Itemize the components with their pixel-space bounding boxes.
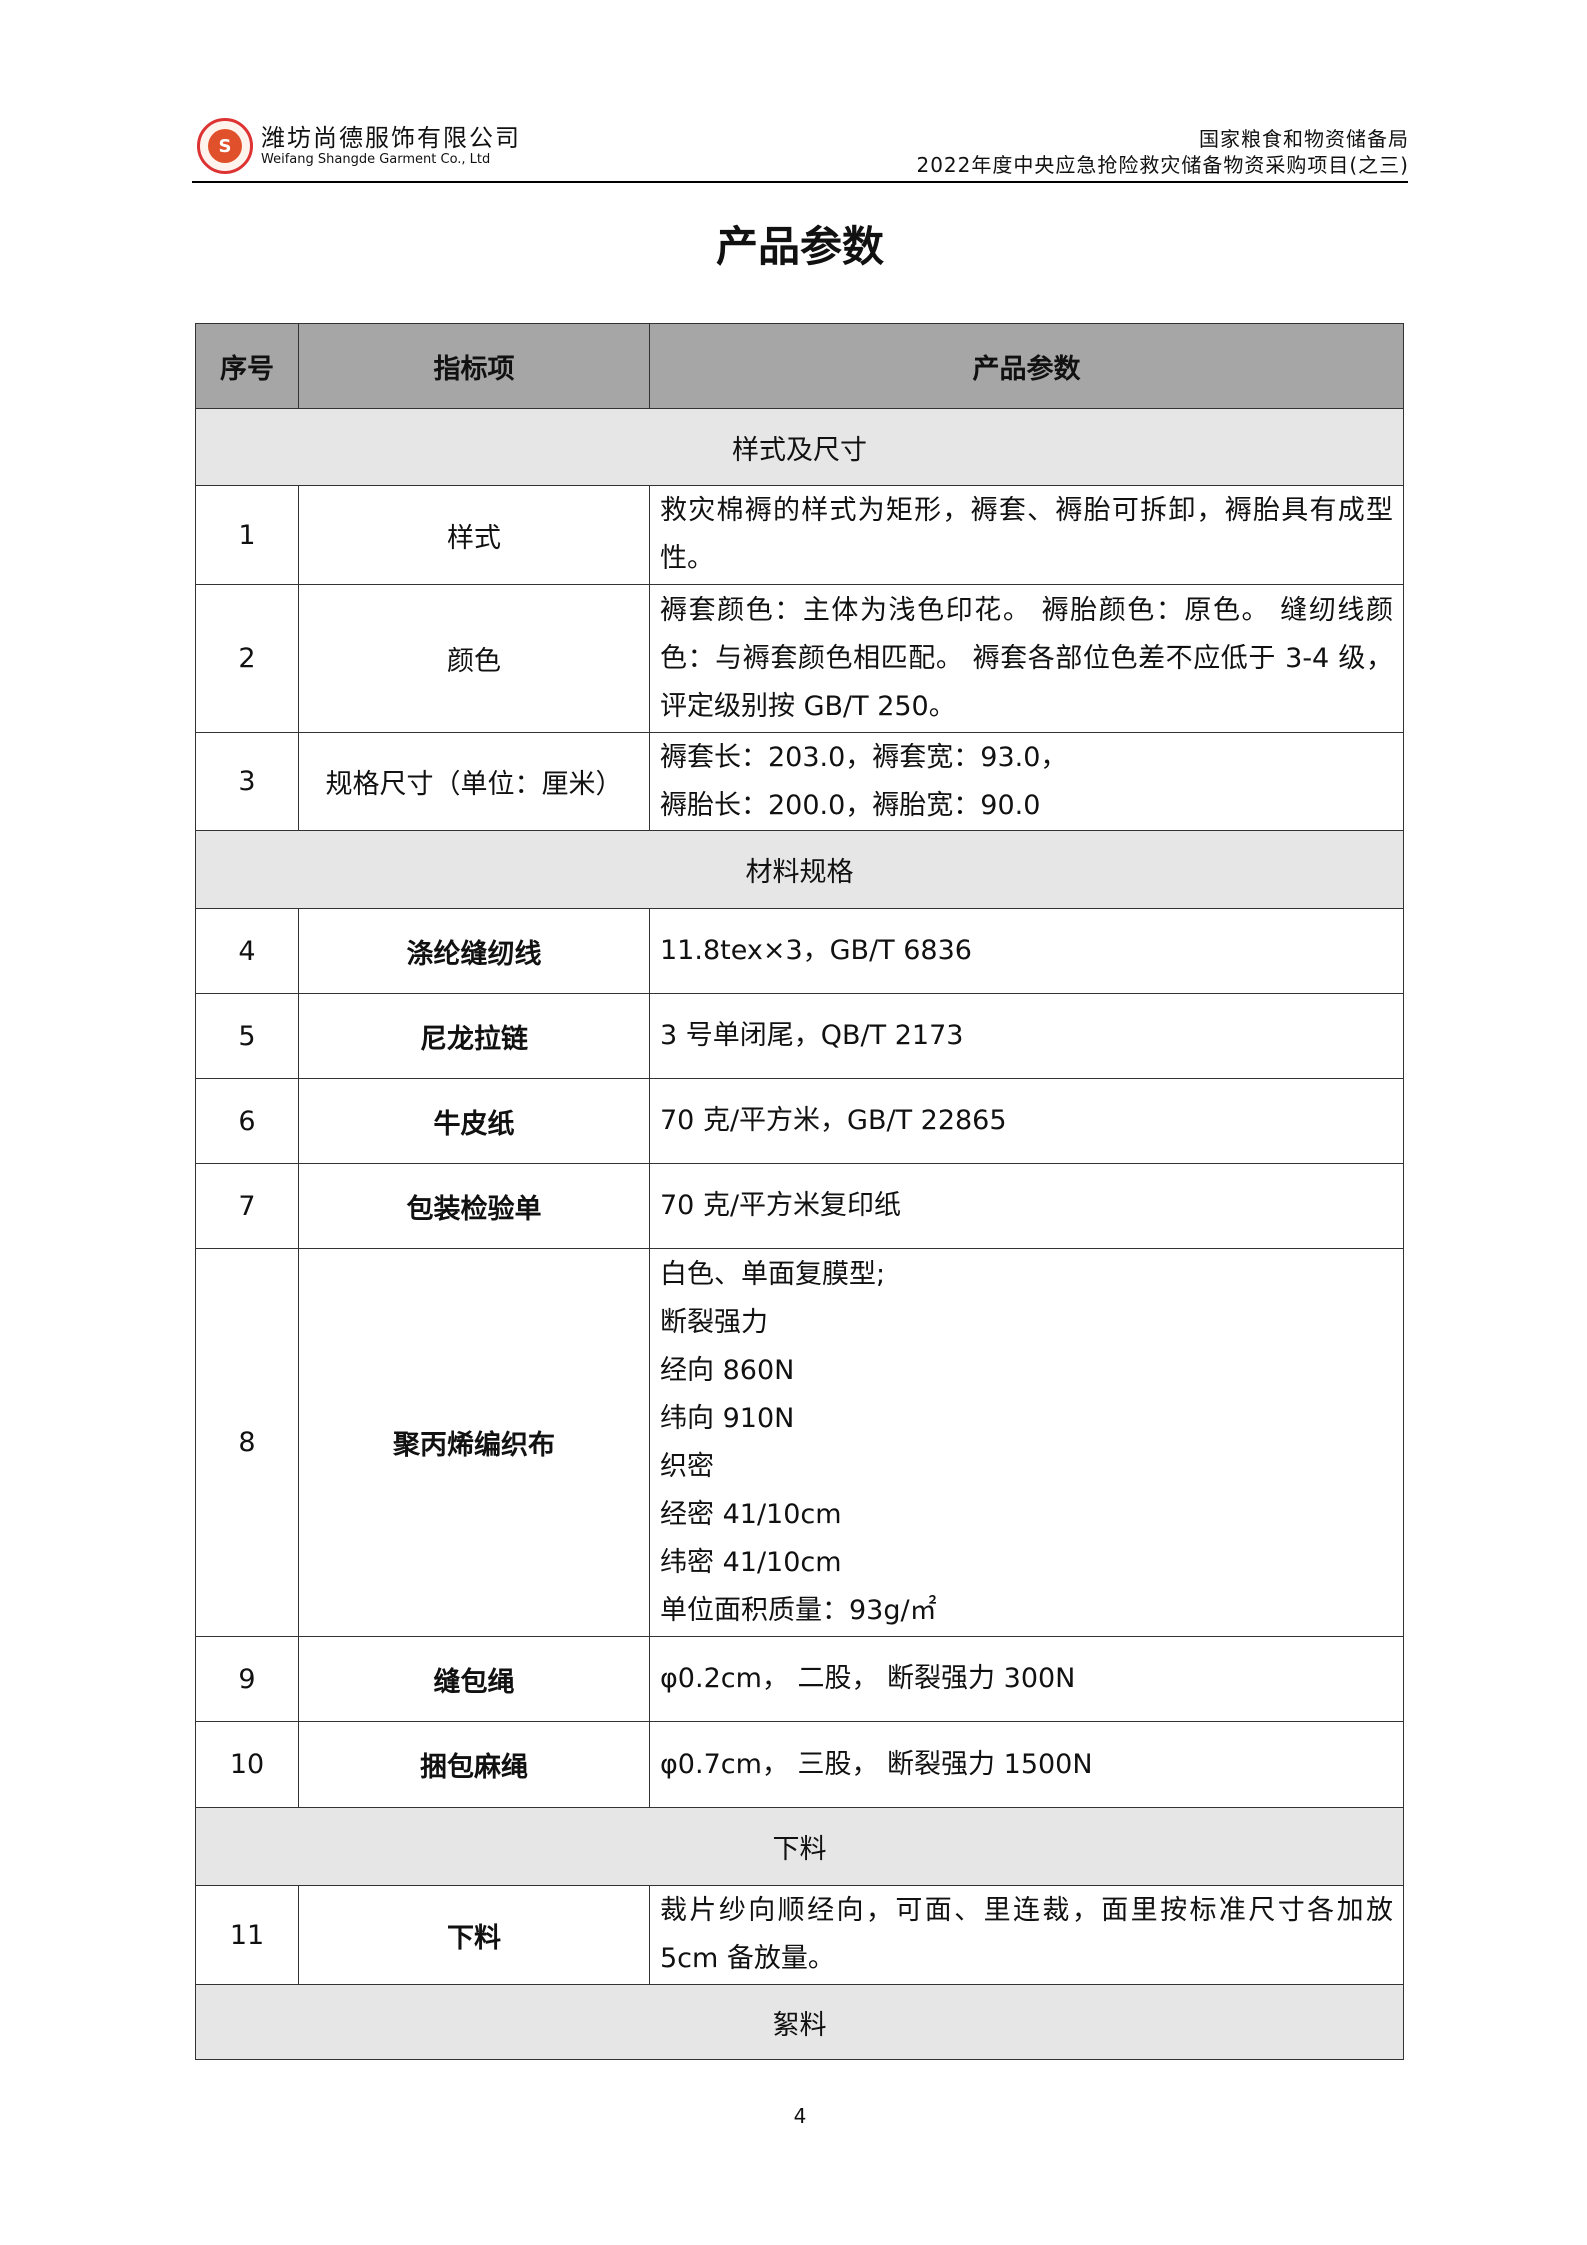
parameter-value: φ0.2cm， 二股， 断裂强力 300N — [649, 1636, 1404, 1722]
indicator-item: 样式 — [298, 485, 650, 585]
indicator-item: 牛皮纸 — [298, 1078, 650, 1164]
page-number: 4 — [793, 2104, 807, 2128]
parameter-line: 褥胎长：200.0，褥胎宽：90.0 — [660, 789, 1041, 821]
row-number: 9 — [195, 1636, 299, 1722]
parameter-value: φ0.7cm， 三股， 断裂强力 1500N — [649, 1721, 1404, 1808]
row-number: 4 — [195, 908, 299, 994]
parameter-value: 70 克/平方米，GB/T 22865 — [649, 1078, 1404, 1164]
parameter-line: 纬向 910N — [660, 1402, 795, 1434]
parameter-line: 11.8tex×3，GB/T 6836 — [660, 935, 972, 966]
project-header: 国家粮食和物资储备局 2022年度中央应急抢险救灾储备物资采购项目(之三) — [916, 126, 1409, 178]
parameter-value: 11.8tex×3，GB/T 6836 — [649, 908, 1404, 994]
parameter-line: 经向 860N — [660, 1354, 795, 1386]
parameter-value: 救灾棉褥的样式为矩形，褥套、褥胎可拆卸，褥胎具有成型性。 — [649, 485, 1404, 585]
row-number: 6 — [195, 1078, 299, 1164]
table-row: 3 规格尺寸（单位：厘米） 褥套长：203.0，褥套宽：93.0， 褥胎长：200.0… — [195, 732, 1404, 831]
row-number: 5 — [195, 993, 299, 1079]
table-row: 5 尼龙拉链 3 号单闭尾，QB/T 2173 — [195, 993, 1404, 1079]
project-name: 2022年度中央应急抢险救灾储备物资采购项目(之三) — [916, 153, 1409, 177]
section-row: 下料 — [195, 1807, 1404, 1886]
parameter-table: 序号 指标项 产品参数 样式及尺寸 1 样式 救灾棉褥的样式为矩形，褥套、褥胎可拆卸… — [195, 323, 1404, 2060]
indicator-item: 聚丙烯编织布 — [298, 1248, 650, 1637]
parameter-line: φ0.2cm， 二股， 断裂强力 300N — [660, 1663, 1076, 1694]
parameter-line: 单位面积质量：93g/㎡ — [660, 1594, 937, 1626]
row-number: 11 — [195, 1885, 299, 1985]
indicator-item: 下料 — [298, 1885, 650, 1985]
parameter-value: 褥套长：203.0，褥套宽：93.0， 褥胎长：200.0，褥胎宽：90.0 — [649, 732, 1404, 831]
indicator-item: 包装检验单 — [298, 1163, 650, 1249]
company-name-cn: 潍坊尚德服饰有限公司 — [261, 124, 521, 152]
parameter-value: 褥套颜色：主体为浅色印花。 褥胎颜色：原色。 缝纫线颜色：与褥套颜色相匹配。 褥… — [649, 584, 1404, 733]
parameter-line: 纬密 41/10cm — [660, 1546, 842, 1578]
table-header-row: 序号 指标项 产品参数 — [195, 323, 1404, 409]
table-row: 7 包装检验单 70 克/平方米复印纸 — [195, 1163, 1404, 1249]
parameter-value: 白色、单面复膜型; 断裂强力经向 860N 纬向 910N 织密经密 41/10cm 纬… — [649, 1248, 1404, 1637]
indicator-item: 颜色 — [298, 584, 650, 733]
parameter-line: 70 克/平方米，GB/T 22865 — [660, 1105, 1007, 1136]
table-row: 10 捆包麻绳 φ0.7cm， 三股， 断裂强力 1500N — [195, 1721, 1404, 1808]
parameter-line: 70 克/平方米复印纸 — [660, 1190, 902, 1221]
section-row: 材料规格 — [195, 830, 1404, 909]
parameter-value: 裁片纱向顺经向，可面、里连裁，面里按标准尺寸各加放 5cm 备放量。 — [649, 1885, 1404, 1985]
parameter-line: 3 号单闭尾，QB/T 2173 — [660, 1020, 964, 1051]
row-number: 10 — [195, 1721, 299, 1808]
company-logo: S — [197, 118, 253, 174]
row-number: 8 — [195, 1248, 299, 1637]
column-header: 序号 — [195, 323, 299, 409]
row-number: 3 — [195, 732, 299, 831]
parameter-line: 经密 41/10cm — [660, 1498, 842, 1530]
indicator-item: 缝包绳 — [298, 1636, 650, 1722]
table-row: 9 缝包绳 φ0.2cm， 二股， 断裂强力 300N — [195, 1636, 1404, 1722]
company-name-en: Weifang Shangde Garment Co., Ltd — [261, 152, 491, 167]
table-row: 1 样式 救灾棉褥的样式为矩形，褥套、褥胎可拆卸，褥胎具有成型性。 — [195, 485, 1404, 585]
indicator-item: 捆包麻绳 — [298, 1721, 650, 1808]
row-number: 1 — [195, 485, 299, 585]
parameter-line: 白色、单面复膜型; — [660, 1258, 886, 1290]
row-number: 2 — [195, 584, 299, 733]
parameter-line: 断裂强力 — [660, 1306, 768, 1338]
parameter-line: 褥套颜色：主体为浅色印花。 褥胎颜色：原色。 缝纫线颜色：与褥套颜色相匹配。 褥… — [660, 594, 1393, 722]
indicator-item: 尼龙拉链 — [298, 993, 650, 1079]
column-header: 指标项 — [298, 323, 650, 409]
page-title: 产品参数 — [715, 222, 884, 271]
parameter-line: 织密 — [660, 1450, 714, 1482]
table-row: 8 聚丙烯编织布 白色、单面复膜型; 断裂强力经向 860N 纬向 910N 织密经密 4… — [195, 1248, 1404, 1637]
indicator-item: 规格尺寸（单位：厘米） — [298, 732, 650, 831]
parameter-line: 裁片纱向顺经向，可面、里连裁，面里按标准尺寸各加放 5cm 备放量。 — [660, 1895, 1393, 1974]
indicator-item: 涤纶缝纫线 — [298, 908, 650, 994]
parameter-line: φ0.7cm， 三股， 断裂强力 1500N — [660, 1748, 1093, 1780]
company-header: S 潍坊尚德服饰有限公司 Weifang Shangde Garment Co.… — [197, 118, 521, 174]
section-row: 絮料 — [195, 1984, 1404, 2060]
parameter-line: 褥套长：203.0，褥套宽：93.0， — [660, 741, 1068, 773]
table-row: 11 下料 裁片纱向顺经向，可面、里连裁，面里按标准尺寸各加放 5cm 备放量。 — [195, 1885, 1404, 1985]
row-number: 7 — [195, 1163, 299, 1249]
parameter-line: 救灾棉褥的样式为矩形，褥套、褥胎可拆卸，褥胎具有成型性。 — [660, 495, 1393, 574]
table-row: 2 颜色 褥套颜色：主体为浅色印花。 褥胎颜色：原色。 缝纫线颜色：与褥套颜色相匹配… — [195, 584, 1404, 733]
table-row: 6 牛皮纸 70 克/平方米，GB/T 22865 — [195, 1078, 1404, 1164]
parameter-value: 3 号单闭尾，QB/T 2173 — [649, 993, 1404, 1079]
column-header: 产品参数 — [649, 323, 1404, 409]
table-row: 4 涤纶缝纫线 11.8tex×3，GB/T 6836 — [195, 908, 1404, 994]
agency-name: 国家粮食和物资储备局 — [1199, 127, 1409, 151]
section-row: 样式及尺寸 — [195, 408, 1404, 486]
header-divider — [192, 181, 1408, 183]
parameter-value: 70 克/平方米复印纸 — [649, 1163, 1404, 1249]
